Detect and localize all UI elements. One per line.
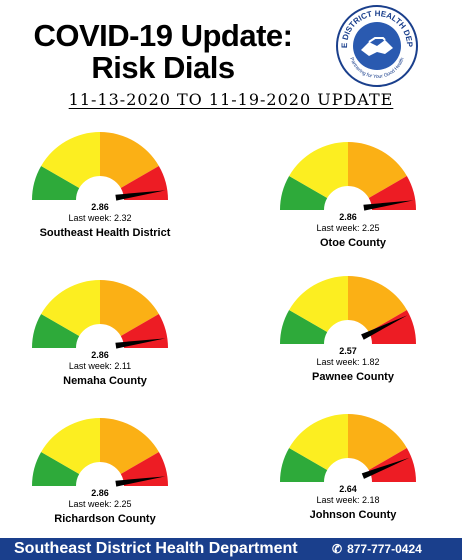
date-range-text: 11-13-2020 TO 11-19-2020 UPDATE [68,90,394,109]
dial-district-name: Richardson County [54,513,156,525]
dial-band-orange [100,132,159,188]
title-line-2: Risk Dials [91,50,235,85]
dial-needle [115,338,166,349]
sedhd-logo: SE DISTRICT HEALTH DEPT. Partnering for … [335,4,418,87]
page-title: COVID-19 Update: Risk Dials [8,20,318,84]
risk-dial-southeast-health-district: 2.86 Last week: 2.32 Southeast Health Di… [30,130,180,240]
risk-dial-pawnee-county: 2.57 Last week: 1.82 Pawnee County [278,274,428,384]
dial-last-week: Last week: 1.82 [316,357,380,367]
dial-band-orange [348,142,407,198]
dial-band-green [32,314,80,348]
footer-phone[interactable]: ✆ 877-777-0424 [332,542,422,556]
risk-dial-gauge [32,418,168,487]
handshake-icon [361,37,393,56]
risk-dial-gauge [32,280,168,349]
footer-organization: Southeast District Health Department [14,540,298,557]
dial-band-green [280,448,328,482]
dial-district-name: Pawnee County [312,371,394,383]
dial-needle [361,457,410,479]
risk-dial-richardson-county: 2.86 Last week: 2.25 Richardson County [30,416,180,526]
dial-band-yellow [289,142,348,198]
dial-score: 2.64 [339,484,357,494]
dial-last-week: Last week: 2.32 [68,213,132,223]
dial-band-yellow [41,280,100,336]
dial-score: 2.86 [91,202,109,212]
risk-dial-otoe-county: 2.86 Last week: 2.25 Otoe County [278,140,428,250]
date-range-heading: 11-13-2020 TO 11-19-2020 UPDATE [0,90,462,109]
footer-bar: Southeast District Health Department ✆ 87… [0,538,462,560]
dial-last-week: Last week: 2.25 [68,499,132,509]
title-line-1: COVID-19 Update: [33,18,293,53]
footer-phone-number: 877-777-0424 [347,542,422,556]
dial-band-red [368,310,416,344]
dial-needle [115,476,166,487]
dial-district-name: Nemaha County [63,375,147,387]
dial-score: 2.86 [91,488,109,498]
dial-score: 2.57 [339,346,357,356]
dial-last-week: Last week: 2.25 [316,223,380,233]
dial-last-week: Last week: 2.18 [316,495,380,505]
dial-needle [361,315,408,340]
dial-band-green [280,310,328,344]
dial-band-yellow [41,132,100,188]
risk-dial-gauge [32,132,168,201]
dial-band-green [32,452,80,486]
dial-band-orange [100,418,159,474]
dial-band-orange [100,280,159,336]
dial-band-orange [348,276,407,332]
dial-band-yellow [289,414,348,470]
dial-band-green [32,166,80,200]
dial-band-yellow [289,276,348,332]
dial-district-name: Southeast Health District [39,227,171,239]
dial-district-name: Johnson County [309,509,397,521]
risk-dial-gauge [280,276,416,344]
dial-needle [363,200,414,211]
dial-needle [115,190,166,201]
dial-band-green [280,176,328,210]
risk-dial-gauge [280,414,416,482]
risk-dial-nemaha-county: 2.86 Last week: 2.11 Nemaha County [30,278,180,388]
dial-score: 2.86 [91,350,109,360]
dial-last-week: Last week: 2.11 [68,361,132,371]
phone-icon: ✆ [332,542,343,556]
risk-dial-gauge [280,142,416,211]
dial-band-orange [348,414,407,470]
risk-dial-johnson-county: 2.64 Last week: 2.18 Johnson County [278,412,428,522]
dial-score: 2.86 [339,212,357,222]
dial-band-yellow [41,418,100,474]
dial-district-name: Otoe County [320,237,386,249]
